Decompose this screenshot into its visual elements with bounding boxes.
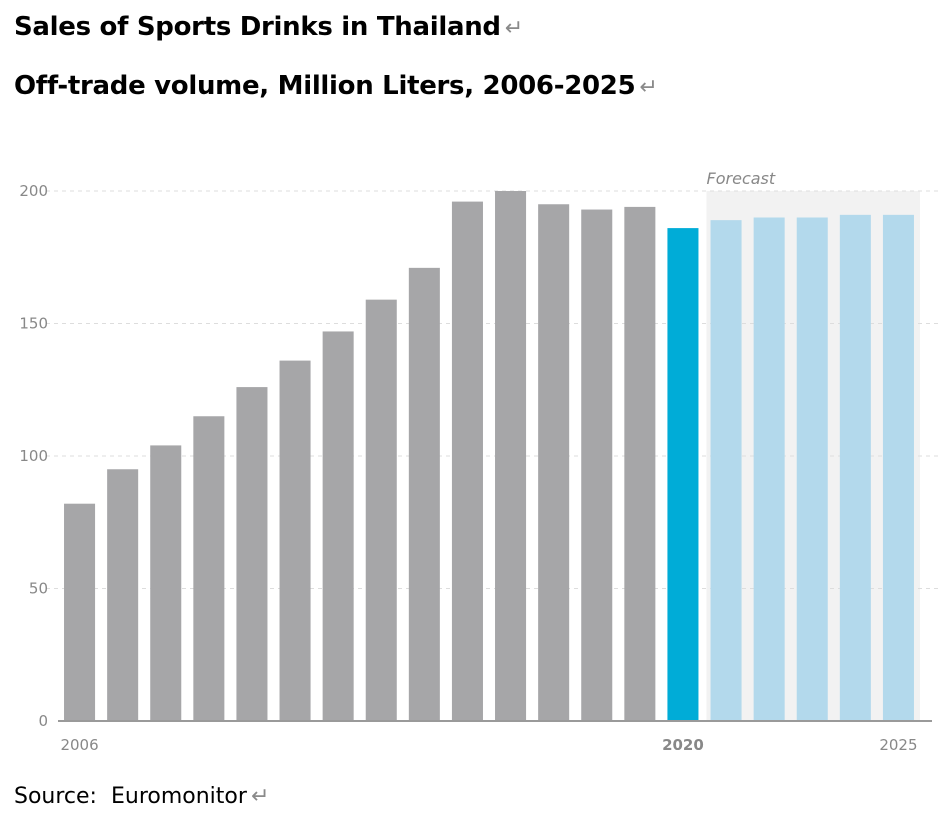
source-value: Euromonitor: [110, 784, 247, 809]
return-mark: ↵: [639, 75, 658, 100]
source-label: Source:: [14, 784, 97, 809]
bar-2021: [710, 220, 742, 721]
bar-2015: [451, 201, 483, 722]
return-mark: ↵: [504, 16, 523, 41]
bar-2019: [624, 206, 656, 721]
x-tick-label-2020: 2020: [662, 736, 704, 754]
bar-2011: [279, 360, 311, 721]
bar-2024: [839, 214, 871, 721]
bar-2007: [107, 469, 139, 721]
bar-2008: [150, 445, 182, 721]
y-tick-label: 100: [19, 447, 48, 465]
x-tick-label-2025: 2025: [879, 736, 917, 754]
y-tick-label: 0: [38, 712, 48, 730]
chart-title: Sales of Sports Drinks in Thailand ↵: [14, 12, 523, 42]
forecast-label: Forecast: [707, 169, 776, 188]
bar-2025: [882, 214, 914, 721]
bar-2018: [581, 209, 613, 722]
sales-bar-chart: Forecast 0 50 100 150 200 2006 2020 2025: [19, 169, 940, 754]
bar-2022: [753, 217, 785, 721]
chart-subtitle-text: Off-trade volume, Million Liters, 2006-2…: [14, 71, 636, 101]
bar-2009: [193, 416, 225, 721]
return-mark: ↵: [250, 784, 270, 809]
bar-2020: [667, 228, 699, 721]
y-tick-label: 50: [29, 580, 48, 598]
bar-2014: [408, 267, 440, 721]
y-tick-label: 200: [19, 182, 48, 200]
bar-2023: [796, 217, 828, 721]
bar-2006: [64, 503, 96, 721]
bar-2013: [365, 299, 397, 721]
chart-subtitle: Off-trade volume, Million Liters, 2006-2…: [14, 71, 658, 101]
x-tick-label-2006: 2006: [60, 736, 98, 754]
y-tick-label: 150: [19, 315, 48, 333]
source-note: Source: Euromonitor ↵: [14, 784, 269, 809]
bar-2016: [495, 191, 527, 721]
chart-title-text: Sales of Sports Drinks in Thailand: [14, 12, 501, 42]
bar-2012: [322, 331, 354, 721]
bar-2017: [538, 204, 570, 721]
bar-2010: [236, 387, 268, 721]
